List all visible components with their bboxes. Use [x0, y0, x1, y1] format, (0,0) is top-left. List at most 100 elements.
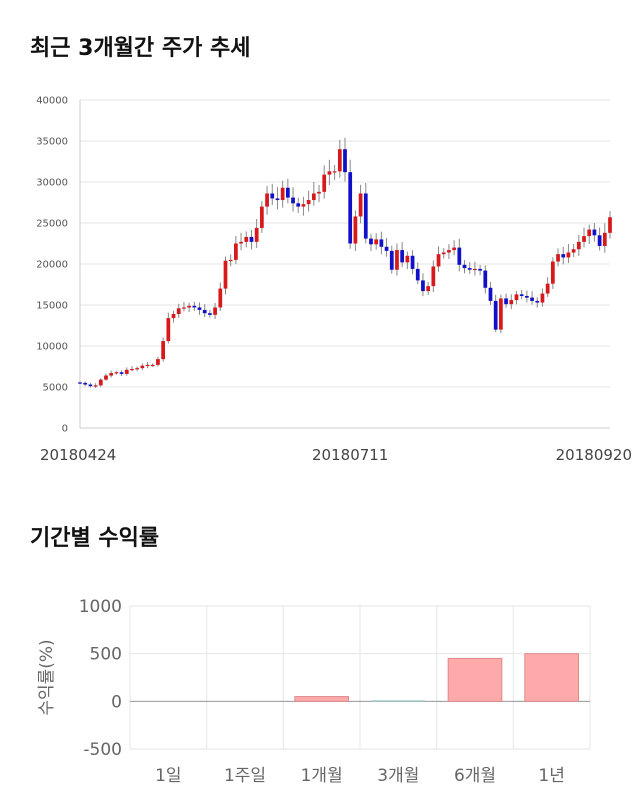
candle-body — [374, 239, 379, 245]
x-tick-label: 1주일 — [224, 766, 266, 786]
candle-body — [447, 250, 451, 253]
candle-body — [509, 300, 514, 305]
candle-body — [135, 368, 140, 370]
y-tick-label: 30000 — [36, 178, 68, 189]
candle-body — [280, 187, 285, 201]
candle-body — [587, 229, 592, 237]
candle-body — [259, 206, 264, 228]
candle-body — [571, 249, 576, 253]
candle-body — [78, 382, 82, 384]
y-tick-label: 0 — [111, 692, 122, 712]
return-bar — [371, 700, 426, 702]
candle-body — [550, 261, 555, 284]
y-tick-label: 10000 — [36, 342, 68, 353]
candle-body — [301, 204, 306, 207]
candle-body — [176, 308, 181, 315]
candle-body — [561, 254, 566, 258]
candle-body — [395, 250, 399, 270]
candle-body — [504, 298, 508, 305]
candle-body — [535, 300, 540, 303]
candle-body — [582, 236, 586, 242]
candle-body — [208, 313, 212, 315]
price-chart-title: 최근 3개월간 주가 추세 — [30, 36, 251, 61]
candle-body — [317, 191, 321, 194]
candle-body — [493, 300, 498, 330]
candle-body — [530, 297, 534, 301]
candle-body — [602, 232, 607, 246]
y-tick-label: 0 — [62, 424, 68, 435]
candle-body — [130, 368, 134, 371]
candle-body — [483, 270, 488, 288]
candlestick-chart: 0 5000 10000 15000 20000 25000 30000 35000 40000… — [36, 96, 632, 465]
candle-body — [88, 384, 93, 387]
candle-body — [421, 280, 425, 292]
candle-body — [400, 250, 405, 263]
candle-body — [499, 298, 503, 330]
candle-body — [566, 252, 571, 258]
candle-body — [353, 216, 358, 244]
candle-body — [343, 149, 347, 173]
candle-body — [124, 369, 129, 374]
y-tick-label: -500 — [83, 740, 122, 760]
candle-body — [239, 241, 243, 244]
candle-body — [379, 239, 384, 247]
x-tick-label: 1일 — [155, 766, 181, 786]
candle-body — [576, 241, 581, 250]
candle-body — [249, 236, 254, 242]
candle-body — [410, 255, 415, 269]
x-tick-label: 1개월 — [301, 766, 343, 786]
candle-body — [140, 365, 145, 369]
candle-body — [322, 174, 327, 192]
candle-body — [348, 172, 353, 244]
candle-body — [161, 341, 166, 360]
y-tick-label: 25000 — [36, 219, 68, 230]
candle-body — [457, 247, 462, 265]
candle-body — [311, 193, 316, 201]
x-tick-label: 20180711 — [312, 446, 388, 464]
candle-body — [358, 193, 363, 217]
candle-body — [556, 254, 560, 262]
candle-body — [306, 200, 311, 205]
candle-body — [545, 283, 550, 294]
candle-body — [182, 307, 186, 309]
return-bar — [294, 696, 350, 702]
y-tick-label: 40000 — [36, 96, 68, 107]
candle-body — [254, 227, 259, 242]
x-tick-label: 3개월 — [377, 766, 419, 786]
return-bar — [447, 657, 503, 702]
candle-body — [187, 305, 191, 308]
candle-body — [234, 243, 238, 260]
candle-body — [592, 229, 597, 236]
candle-body — [467, 268, 472, 270]
candle-body — [524, 295, 529, 298]
candle-body — [337, 149, 342, 172]
candle-body — [540, 293, 545, 303]
candle-body — [166, 318, 171, 342]
candle-body — [150, 364, 155, 367]
candle-body — [426, 286, 431, 292]
candle-body — [171, 314, 176, 319]
candle-body — [156, 359, 160, 365]
candle-body — [93, 385, 98, 387]
candle-body — [275, 198, 280, 201]
x-tick-label: 6개월 — [454, 766, 496, 786]
candle-body — [104, 375, 108, 380]
candle-body — [223, 260, 228, 289]
y-tick-label: 15000 — [36, 301, 68, 312]
candle-body — [462, 264, 467, 269]
candle-body — [114, 372, 119, 374]
candle-body — [332, 171, 337, 173]
y-tick-label: 500 — [90, 645, 122, 665]
candle-body — [244, 236, 249, 242]
returns-chart-title: 기간별 수익률 — [30, 526, 160, 551]
candle-body — [436, 254, 441, 267]
candle-body — [363, 193, 368, 239]
candle-body — [608, 217, 612, 233]
candle-body — [213, 307, 217, 315]
candle-body — [291, 197, 295, 204]
candle-body — [197, 307, 202, 310]
candle-body — [488, 287, 493, 301]
y-tick-label: 1000 — [79, 597, 122, 617]
candle-body — [369, 238, 373, 245]
